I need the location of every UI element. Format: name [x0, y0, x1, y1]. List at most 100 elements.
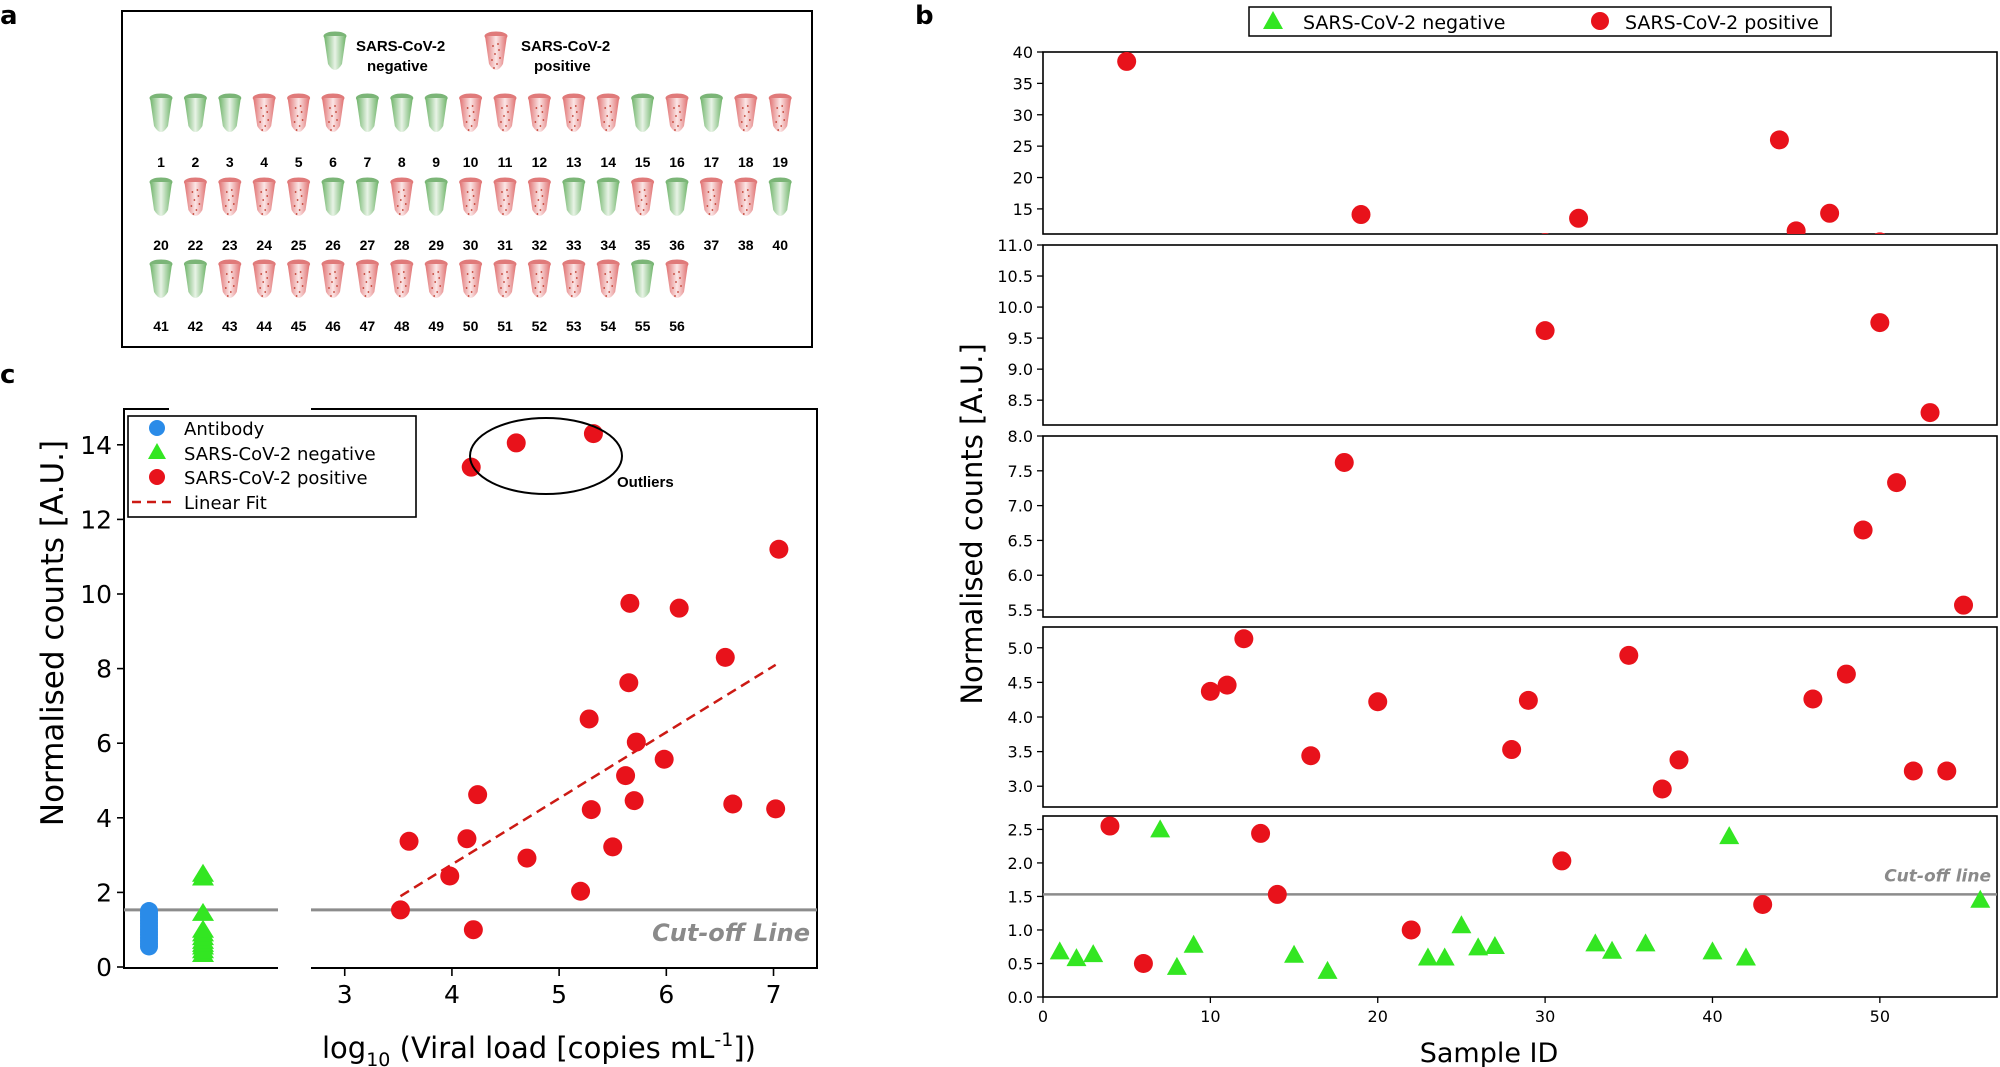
tube — [218, 259, 242, 298]
tube-dot — [472, 111, 475, 113]
legend-positive-marker — [149, 469, 165, 485]
tube-body — [425, 264, 448, 298]
tube-dot — [397, 191, 400, 193]
tube-dot — [434, 281, 437, 283]
tube-dot — [364, 295, 367, 297]
point-negative — [192, 902, 214, 921]
y-tick-label: 3.0 — [1008, 777, 1033, 796]
tube — [252, 177, 276, 216]
tube-dot — [605, 129, 608, 131]
tube-dot — [677, 291, 679, 293]
tube-dot — [748, 119, 751, 121]
legend-positive-label: SARS-CoV-2 positive — [184, 468, 368, 489]
point-positive — [1334, 452, 1354, 472]
tube-dot — [505, 291, 507, 293]
tube-dot — [777, 129, 780, 131]
tube-label: 1 — [157, 154, 165, 170]
point-negative — [1083, 944, 1104, 963]
right-axis-frame — [311, 408, 818, 969]
tube-dot — [674, 295, 676, 297]
tube-label: 26 — [325, 237, 341, 253]
tube-dot — [370, 285, 373, 287]
tube-label: 47 — [360, 318, 376, 334]
panel-b-x-label: Sample ID — [1420, 1038, 1559, 1067]
point-positive — [766, 799, 786, 819]
tube-dot — [470, 291, 473, 293]
tube — [321, 259, 345, 298]
legend-positive-line2: positive — [534, 58, 591, 75]
point-positive — [1853, 520, 1873, 540]
tube-dot — [298, 125, 301, 127]
point-positive — [1217, 675, 1237, 695]
point-negative — [1284, 944, 1305, 963]
tube — [252, 259, 276, 298]
tube-dot — [437, 271, 440, 273]
tube — [287, 177, 311, 216]
tube-dot — [334, 271, 336, 273]
panel-c-y-label: Normalised counts [A.U.] — [35, 440, 71, 826]
tube-dot — [535, 273, 538, 275]
point-negative — [1317, 960, 1338, 979]
tube-dot — [540, 271, 543, 273]
tube-dot — [672, 121, 674, 123]
point-positive — [1267, 884, 1287, 904]
tube-dot — [642, 209, 645, 211]
tube-label: 6 — [329, 154, 337, 170]
tube-label: 36 — [669, 237, 685, 253]
point-positive — [517, 848, 537, 868]
y-tick-label: 6.0 — [1008, 566, 1033, 585]
tube-dot — [197, 195, 200, 197]
tube-dot — [675, 281, 677, 283]
subplot-marks — [1200, 629, 1957, 799]
tube-dot — [742, 129, 745, 131]
tube-dot — [260, 273, 263, 275]
tube-dot — [224, 205, 227, 207]
y-tick-label: 11.0 — [997, 236, 1033, 255]
tube — [321, 93, 345, 132]
tube-dot — [195, 209, 198, 211]
tube-dot — [573, 291, 576, 293]
tube-dot — [611, 285, 614, 287]
tube-label: 35 — [635, 237, 651, 253]
panel-a-frame — [121, 10, 813, 348]
tube-dot — [198, 203, 201, 205]
tube-body — [631, 182, 654, 216]
y-tick-label: 2.5 — [1008, 820, 1033, 839]
tube — [355, 93, 379, 132]
point-negative — [1417, 947, 1438, 966]
point-positive — [463, 920, 483, 940]
tube-dot — [466, 273, 469, 275]
tube-body — [459, 182, 482, 216]
tube — [768, 177, 792, 216]
tube-label: 13 — [566, 154, 582, 170]
tube-dot — [293, 121, 296, 123]
y-tick-label: 4.5 — [1008, 673, 1033, 692]
tube — [562, 259, 586, 298]
y-tick-label: 0.5 — [1008, 954, 1033, 973]
tube-dot — [401, 209, 404, 211]
tube-dot — [265, 271, 268, 273]
tube-dot — [225, 191, 228, 193]
tube-dot — [507, 195, 509, 197]
tube-dot — [329, 273, 331, 275]
tube-body — [494, 182, 516, 216]
point-positive — [1117, 52, 1137, 71]
tube — [459, 259, 483, 298]
point-negative — [1066, 948, 1087, 967]
tube-label: 9 — [432, 154, 440, 170]
tube-label: 8 — [398, 154, 406, 170]
tube-dot — [575, 277, 578, 279]
x-tick-label: 7 — [766, 980, 782, 1009]
tube-body — [459, 264, 482, 298]
point-positive — [1535, 321, 1555, 341]
tube-label: 18 — [738, 154, 754, 170]
tube-dot — [493, 67, 495, 69]
tube-dot — [328, 287, 330, 289]
y-tick-label: 10.5 — [997, 267, 1033, 286]
tube-dot — [404, 285, 407, 287]
tube-dot — [746, 189, 749, 191]
legend-negative-line1: SARS-CoV-2 — [356, 38, 445, 55]
tube-dot — [506, 271, 508, 273]
tube-label: 23 — [222, 237, 238, 253]
